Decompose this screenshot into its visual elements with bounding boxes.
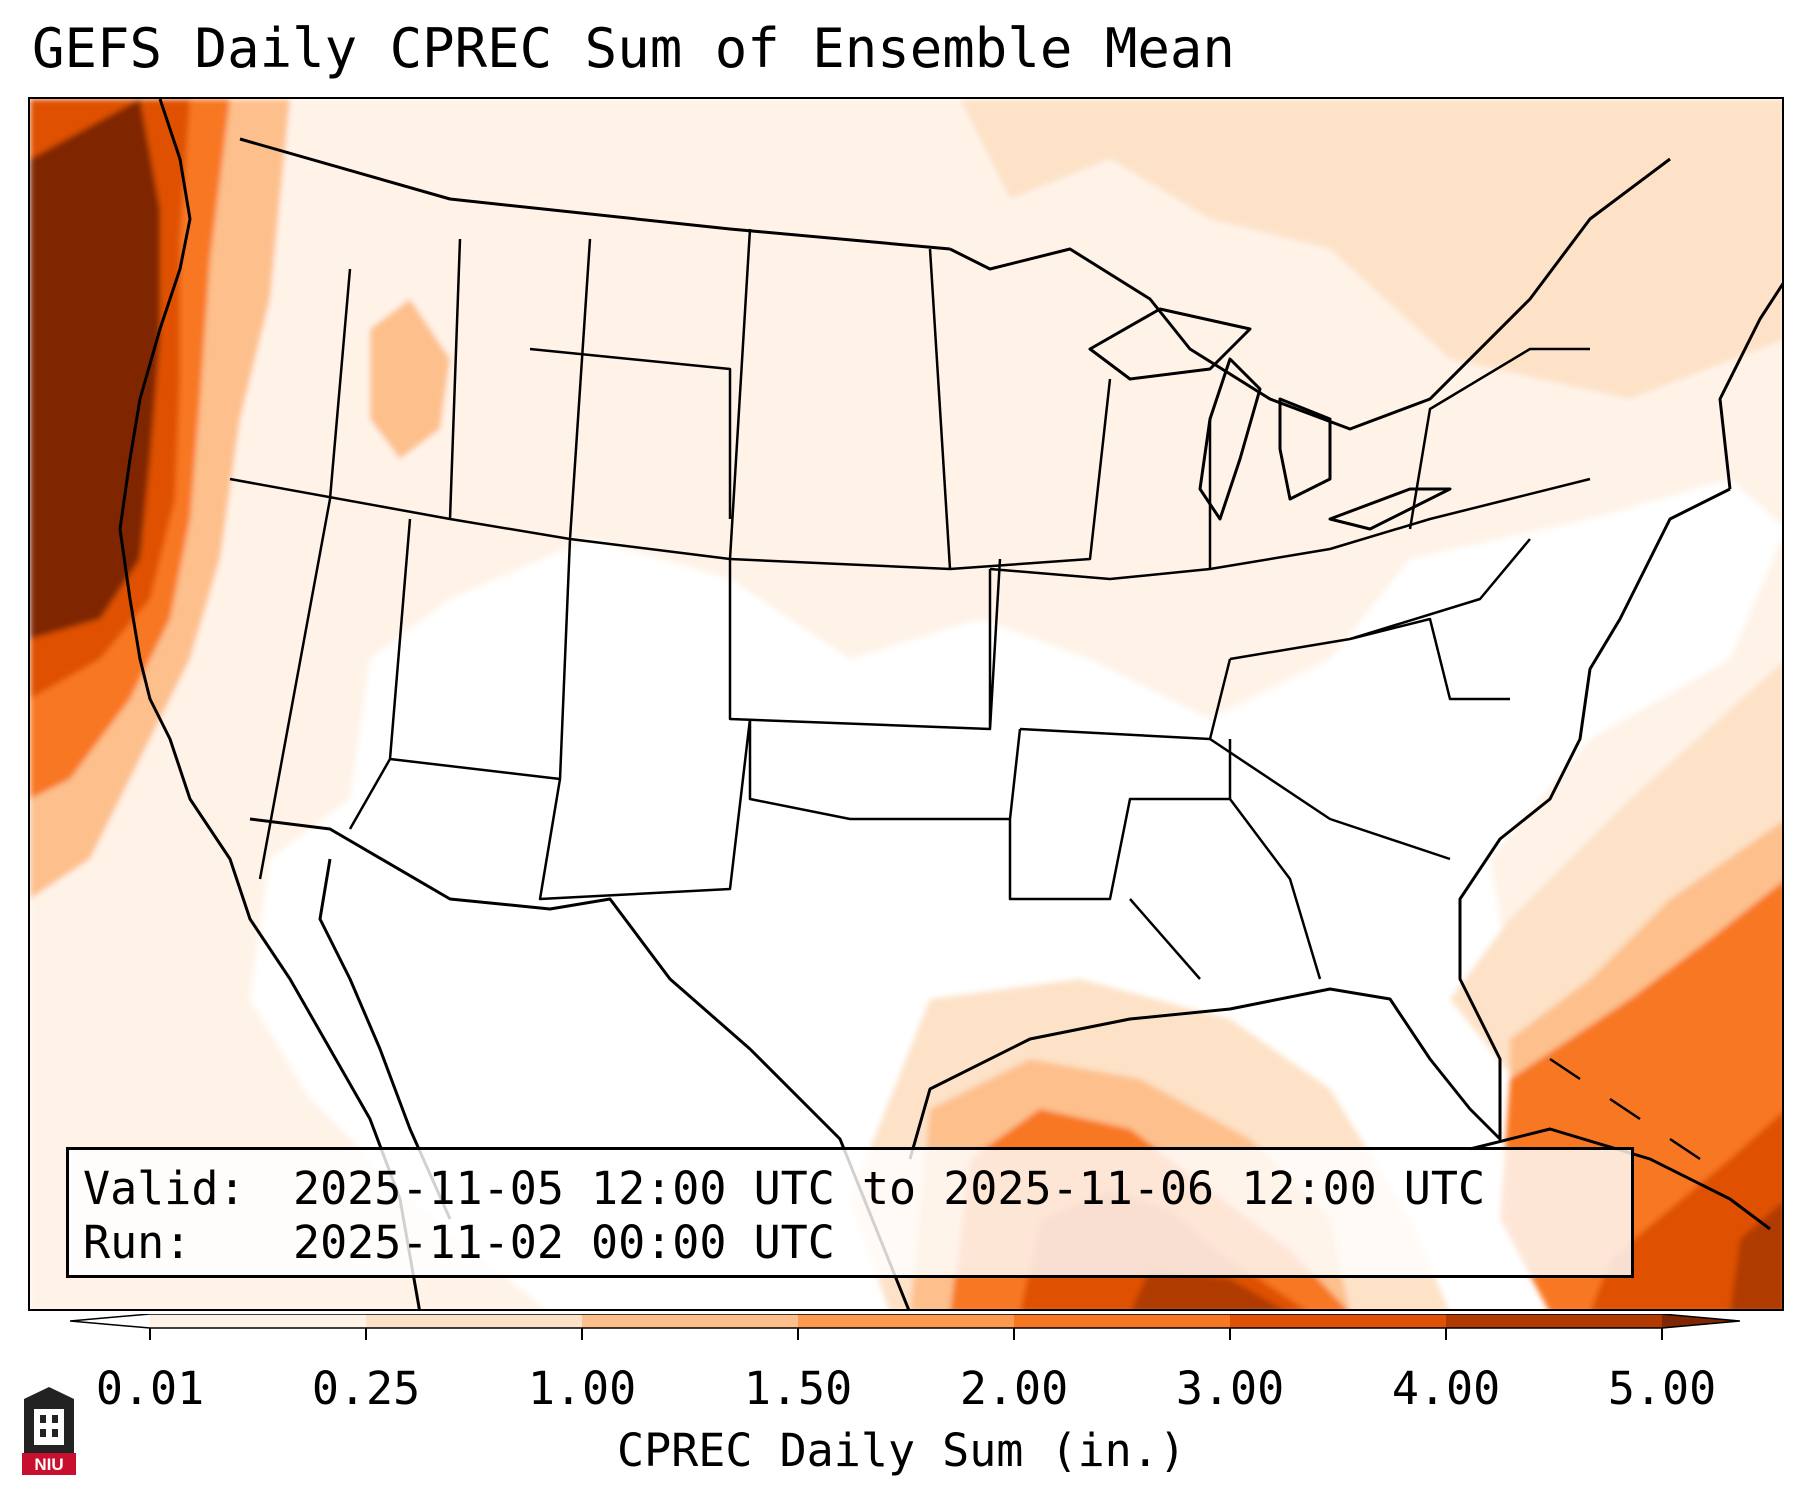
precip-light-canada (960, 99, 1782, 399)
east-coastline (1718, 282, 1782, 490)
lake-huron (1278, 397, 1332, 501)
precipitation-map (28, 97, 1784, 1311)
valid-run-infobox: Valid: 2025-11-05 12:00 UTC to 2025-11-06… (66, 1147, 1634, 1278)
colorbar-segment-1 (150, 1314, 366, 1328)
colorbar-ticks (149, 1328, 1663, 1340)
tick-label-4: 1.50 (743, 1362, 853, 1415)
cuba-outline (1469, 1127, 1771, 1231)
colorbar-segment-7 (1446, 1314, 1662, 1328)
tick-label-7: 4.00 (1391, 1362, 1501, 1415)
tick-label-2: 0.25 (311, 1362, 421, 1415)
colorbar (70, 1314, 1740, 1340)
bahamas-outline (1549, 1057, 1701, 1161)
tick-label-8: 5.00 (1607, 1362, 1717, 1415)
tick-label-1: 0.01 (95, 1362, 205, 1415)
run-label: Run: (83, 1216, 192, 1269)
precip-west-4 (30, 99, 160, 639)
precip-light-north (30, 99, 1782, 1309)
great-lakes-border (949, 157, 1671, 431)
niu-logo-band (22, 1453, 76, 1475)
lake-erie (1328, 487, 1452, 531)
colorbar-segment-5 (1014, 1314, 1230, 1328)
precip-idaho (370, 299, 450, 459)
colorbar-segment-3 (582, 1314, 798, 1328)
valid-label: Valid: (83, 1162, 246, 1215)
tick-label-6: 3.00 (1175, 1362, 1285, 1415)
colorbar-segment-4 (798, 1314, 1014, 1328)
state-borders (229, 228, 1591, 980)
us-mexico-border (249, 817, 911, 1309)
tick-label-3: 1.00 (527, 1362, 637, 1415)
niu-logo-text: NIU (34, 1455, 63, 1474)
map-svg (30, 99, 1782, 1309)
chart-title: GEFS Daily CPREC Sum of Ensemble Mean (32, 17, 1235, 80)
niu-logo: NIU (22, 1387, 76, 1475)
precip-atlantic-3 (1591, 1112, 1782, 1309)
us-canada-border (239, 137, 951, 251)
lake-superior (1088, 307, 1252, 381)
run-value: 2025-11-02 00:00 UTC (293, 1216, 835, 1269)
colorbar-axis-label: CPREC Daily Sum (in.) (617, 1424, 1186, 1477)
colorbar-segment-2 (366, 1314, 582, 1328)
niu-logo-tower (34, 1409, 64, 1445)
colorbar-over-arrow (1662, 1314, 1740, 1328)
map-outlines (118, 99, 1782, 1309)
valid-value: 2025-11-05 12:00 UTC to 2025-11-06 12:00… (293, 1162, 1486, 1215)
precip-gulf-4 (1131, 1269, 1283, 1309)
gulf-coastline (908, 487, 1731, 1160)
tick-label-5: 2.00 (959, 1362, 1069, 1415)
colorbar-under-arrow (70, 1314, 150, 1328)
lake-michigan (1198, 357, 1262, 521)
colorbar-segment-6 (1230, 1314, 1446, 1328)
baja-coast (318, 858, 452, 1220)
west-coastline (118, 99, 421, 1309)
